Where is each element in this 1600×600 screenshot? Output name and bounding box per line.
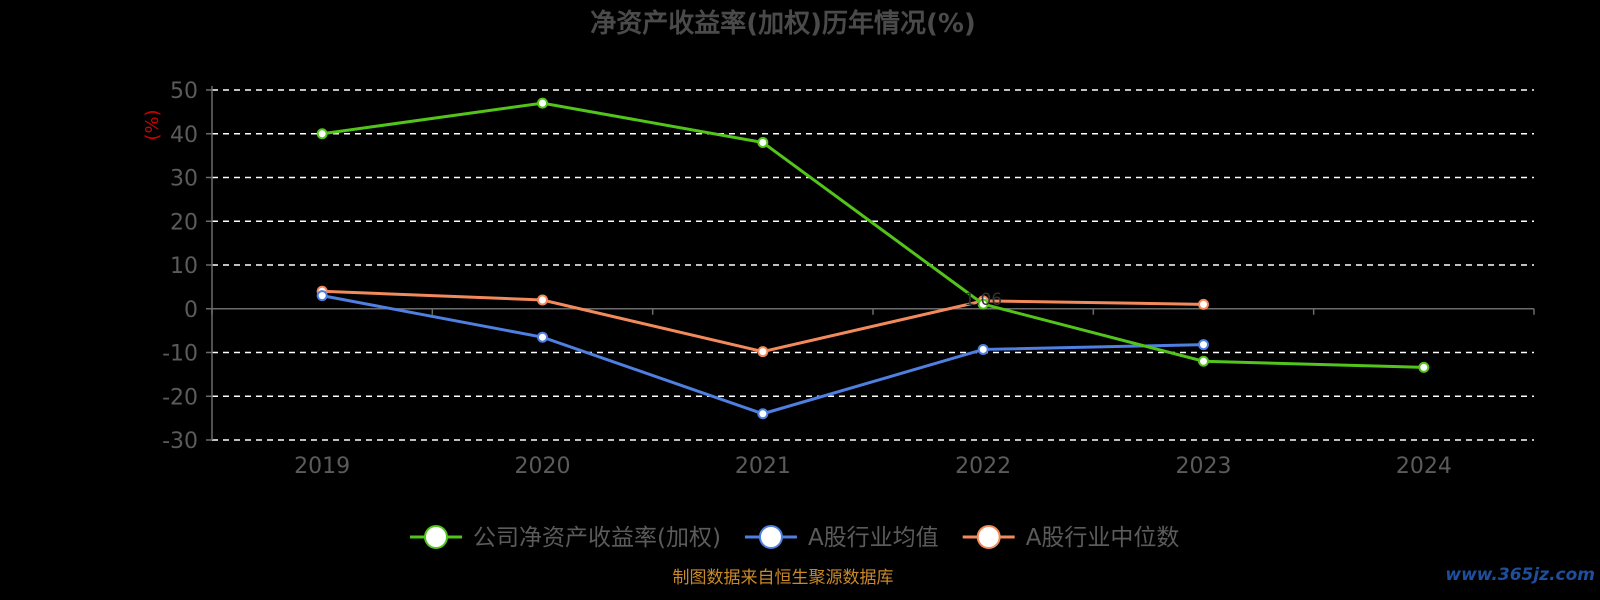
data-point[interactable] [1198,339,1209,351]
data-point[interactable] [757,137,769,148]
x-tick-label: 2020 [515,454,571,479]
data-point[interactable] [537,97,548,109]
data-point[interactable] [977,343,989,355]
legend-item[interactable]: 公司净资产收益率(加权) [410,525,721,551]
data-point[interactable] [537,294,548,306]
legend-item[interactable]: A股行业中位数 [962,525,1180,551]
data-labels: 1.06 [964,290,1002,310]
x-tick-label: 2021 [735,454,791,479]
y-tick-label: -30 [162,429,198,454]
data-point[interactable] [977,298,989,310]
data-point[interactable] [757,346,769,358]
data-point[interactable] [1198,355,1209,367]
legend-marker [976,525,1001,549]
data-point[interactable] [316,290,328,302]
data-label: 1.06 [964,290,1002,310]
x-tick-label: 2024 [1396,454,1452,479]
data-point[interactable] [537,331,548,343]
y-tick-label: 20 [170,210,198,235]
data-point[interactable] [1198,298,1209,310]
grid-lines [212,89,1534,441]
x-tick-label: 2019 [294,454,350,479]
legend-label: A股行业中位数 [1026,525,1180,551]
legend-marker [424,525,448,549]
y-tick-label: 30 [170,167,198,192]
legend-label: A股行业均值 [808,525,939,551]
data-point[interactable] [1418,361,1430,373]
y-axis-label: (%) [142,109,163,140]
legend-item[interactable]: A股行业均值 [744,525,939,551]
legend[interactable]: 公司净资产收益率(加权) A股行业均值 A股行业中位数 [410,525,1179,551]
y-tick-label: -20 [162,385,198,410]
chart-title: 净资产收益率(加权)历年情况(%) [590,8,976,39]
legend-label: 公司净资产收益率(加权) [473,525,721,551]
y-tick-label: 40 [170,123,198,148]
y-tick-label: -10 [162,342,198,367]
legend-marker [758,525,783,549]
axes: 50 40 30 20 10 0 -10 -20 -30 2019 2020 2021 2022 2023… [162,79,1535,479]
x-tick-label: 2023 [1176,454,1232,479]
y-tick-label: 50 [170,79,198,104]
y-tick-label: 10 [170,254,198,279]
source-note: 制图数据来自恒生聚源数据库 [673,568,894,588]
data-point[interactable] [316,128,328,140]
watermark: www.365jz.com [1445,565,1595,585]
series-line [321,101,1424,369]
y-tick-label: 0 [184,298,198,323]
series-lines [316,97,1430,420]
x-tick-label: 2022 [955,454,1011,479]
data-point[interactable] [757,408,769,420]
